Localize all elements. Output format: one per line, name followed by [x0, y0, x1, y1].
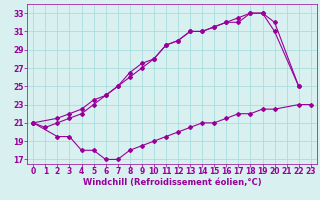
- X-axis label: Windchill (Refroidissement éolien,°C): Windchill (Refroidissement éolien,°C): [83, 178, 261, 187]
